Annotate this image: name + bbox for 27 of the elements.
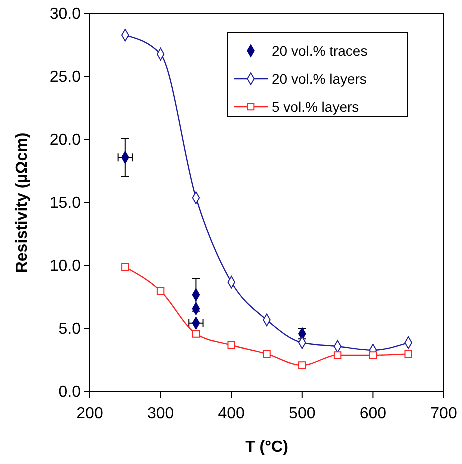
y-tick-label: 5.0	[58, 321, 82, 338]
y-tick-label: 15.0	[50, 195, 82, 212]
point	[369, 352, 378, 360]
legend-label: 20 vol.% layers	[272, 70, 367, 87]
point	[228, 342, 236, 350]
x-tick-label: 400	[218, 406, 246, 423]
legend-label: 5 vol.% layers	[272, 98, 360, 115]
x-tick-label: 300	[147, 406, 174, 423]
point	[298, 362, 306, 370]
y-tick-label: 30.0	[50, 6, 82, 24]
y-tick-label: 10.0	[50, 258, 82, 276]
x-tick-label: 600	[360, 406, 387, 423]
legend-label: 20 vol.% traces	[272, 42, 368, 59]
x-tick-label: 500	[289, 406, 316, 423]
point	[156, 287, 165, 296]
y-tick-label: 0.0	[58, 384, 82, 402]
x-tick-label: 200	[76, 406, 104, 423]
point	[192, 330, 200, 338]
point	[334, 352, 342, 360]
y-tick-label: 25.0	[50, 69, 82, 86]
point	[122, 263, 130, 272]
point	[263, 350, 271, 358]
point	[404, 350, 412, 358]
y-tick-label: 20.0	[50, 132, 82, 150]
x-tick-label: 700	[430, 406, 458, 423]
x-axis-title: T (°C)	[246, 439, 288, 456]
y-axis-title: Resistivity (µΩcm)	[14, 132, 31, 274]
